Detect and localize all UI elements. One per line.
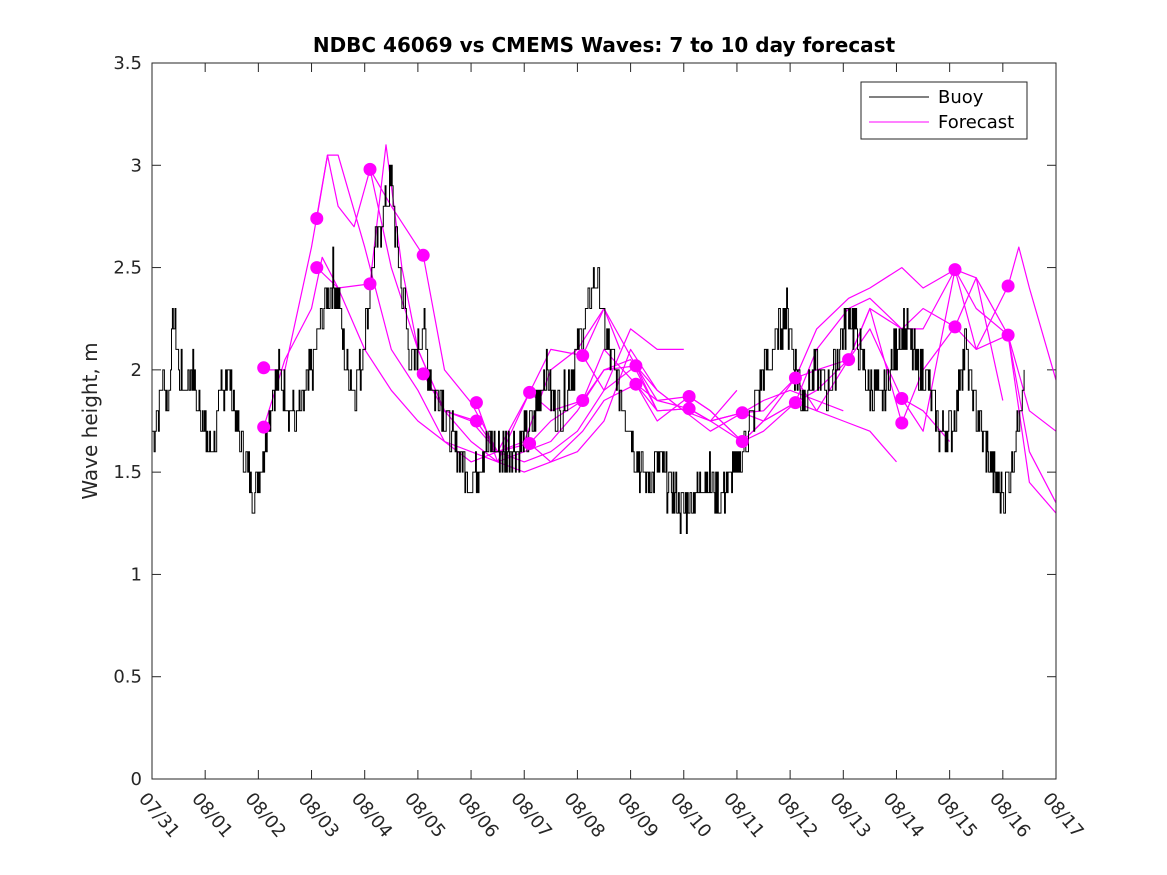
forecast-marker <box>576 349 590 362</box>
y-tick-label: 0 <box>131 769 142 790</box>
forecast-marker <box>682 390 696 403</box>
forecast-markers <box>257 162 1015 450</box>
legend: Buoy Forecast <box>860 81 1028 140</box>
y-tick-label: 2 <box>131 360 142 381</box>
forecast-marker <box>363 277 377 291</box>
forecast-marker <box>416 248 430 262</box>
y-tick-label: 2.5 <box>113 258 142 279</box>
forecast-marker <box>735 435 749 448</box>
buoy-series <box>152 164 1025 534</box>
y-tick-label: 3 <box>131 155 142 176</box>
y-axis-ticks: 0 0.5 1 1.5 2 2.5 3 3.5 <box>113 53 1056 790</box>
forecast-marker <box>895 416 909 430</box>
forecast-line-run-11 <box>794 269 1057 504</box>
y-tick-label: 0.5 <box>113 667 142 688</box>
forecast-marker <box>788 396 802 410</box>
forecast-marker <box>523 385 537 399</box>
forecast-marker <box>469 396 483 410</box>
forecast-marker <box>257 420 271 434</box>
forecast-marker <box>948 320 962 334</box>
buoy-line <box>152 164 1025 534</box>
chart-title: NDBC 46069 vs CMEMS Waves: 7 to 10 day f… <box>313 33 896 57</box>
forecast-marker <box>257 361 271 375</box>
forecast-marker <box>629 377 643 391</box>
forecast-marker <box>1001 279 1015 293</box>
legend-box <box>860 81 1028 140</box>
forecast-marker <box>310 261 324 275</box>
forecast-marker <box>788 371 802 385</box>
y-tick-label: 3.5 <box>113 53 142 74</box>
y-tick-label: 1 <box>131 564 142 585</box>
forecast-line-run-12 <box>901 269 1057 514</box>
forecast-marker <box>310 212 324 225</box>
forecast-marker <box>469 414 483 428</box>
forecast-marker <box>895 392 909 405</box>
y-axis-label: Wave height, m <box>78 342 102 499</box>
legend-forecast-label: Forecast <box>938 112 1014 133</box>
forecast-marker <box>576 394 590 407</box>
forecast-marker <box>682 402 696 416</box>
forecast-marker <box>523 437 537 450</box>
forecast-marker <box>363 162 377 176</box>
forecast-marker <box>735 406 749 420</box>
axes-box <box>151 62 1057 780</box>
forecast-marker <box>842 353 856 367</box>
legend-buoy-label: Buoy <box>938 87 984 108</box>
forecast-marker <box>1001 328 1015 342</box>
forecast-marker <box>629 359 643 373</box>
forecast-marker <box>948 263 962 277</box>
y-tick-label: 1.5 <box>113 462 142 483</box>
forecast-marker <box>416 367 430 381</box>
